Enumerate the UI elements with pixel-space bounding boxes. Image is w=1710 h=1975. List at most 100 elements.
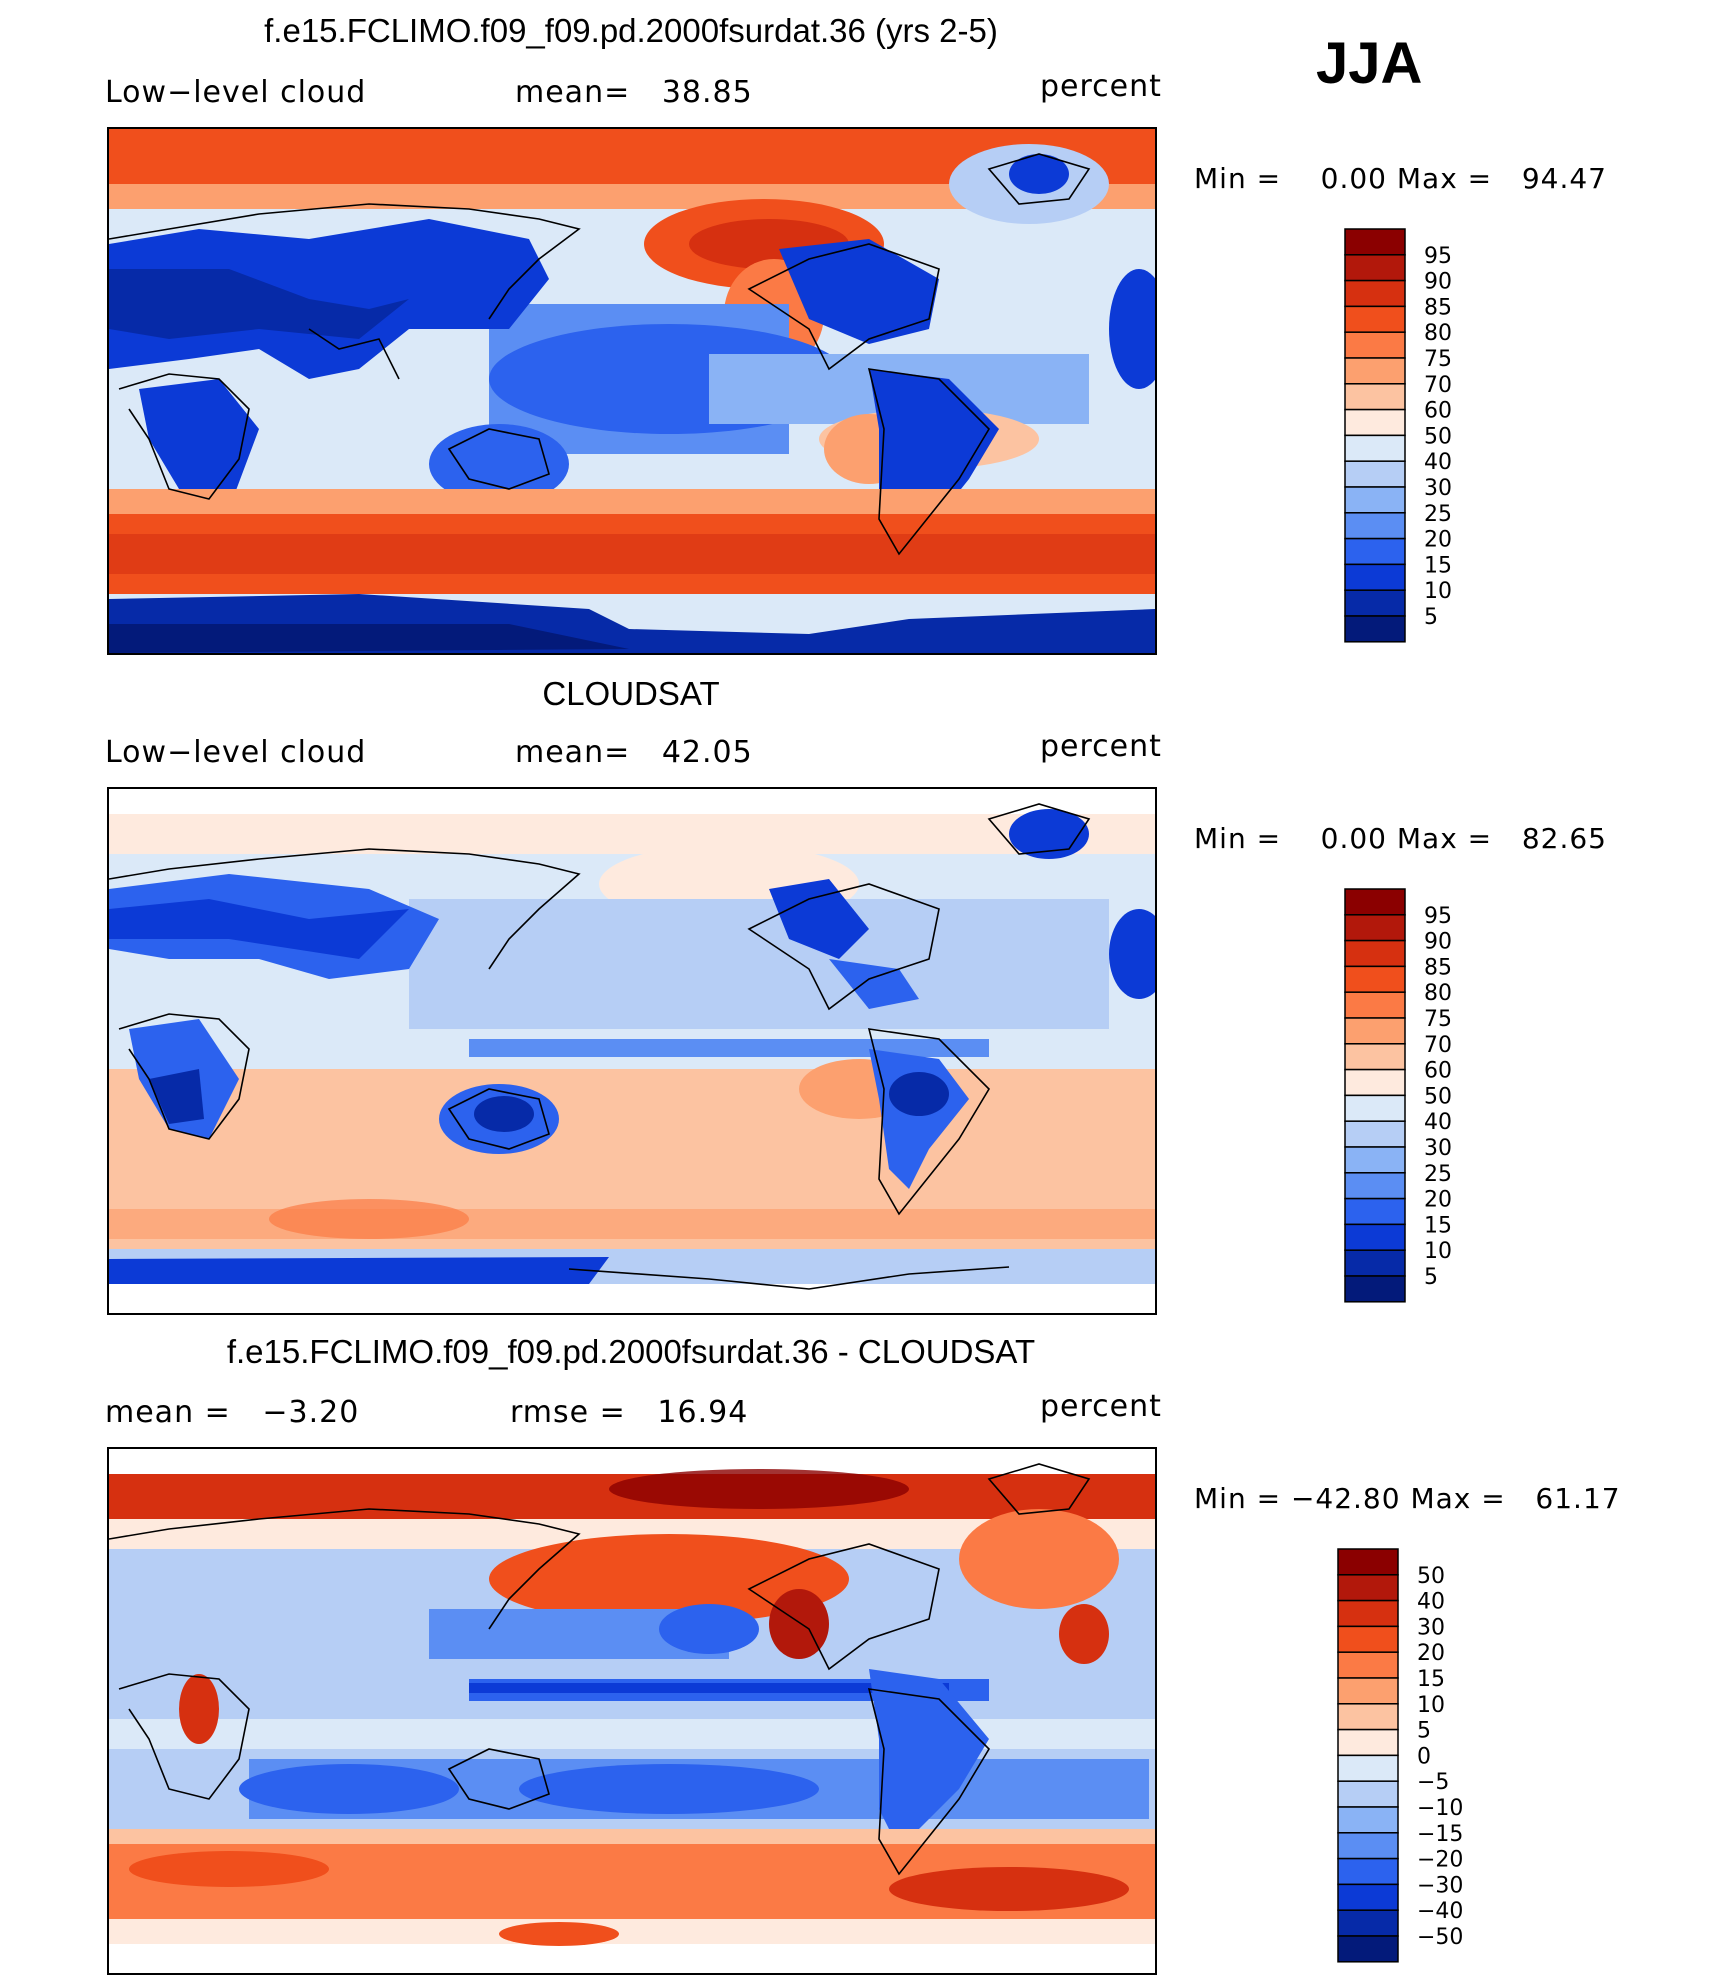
colorbar-swatch xyxy=(1344,305,1406,333)
cloud-region xyxy=(1109,909,1155,999)
cloud-region xyxy=(109,219,549,379)
variable-label-model: Low−level cloud xyxy=(105,75,367,110)
colorbar-tick-label: 10 xyxy=(1424,579,1452,604)
cloud-region xyxy=(129,1851,329,1887)
colorbar-swatch xyxy=(1344,1172,1406,1200)
colorbar-tick-label: −40 xyxy=(1417,1899,1463,1924)
colorbar-swatch xyxy=(1337,1548,1399,1576)
colorbar-tick-label: 70 xyxy=(1424,1033,1452,1058)
colorbar-tick-label: 5 xyxy=(1424,605,1438,630)
colorbar-swatch xyxy=(1337,1780,1399,1808)
colorbar-tick-label: 40 xyxy=(1424,1110,1452,1135)
coastlines xyxy=(109,803,1091,1290)
heatmap-obs xyxy=(107,787,1157,1315)
cloud-region xyxy=(109,1919,1155,1944)
colorbar-swatch xyxy=(1344,512,1406,540)
units-label-model: percent xyxy=(1040,69,1162,104)
colorbar-tick-label: −15 xyxy=(1417,1822,1463,1847)
panel-title-model: f.e15.FCLIMO.f09_f09.pd.2000fsurdat.36 (… xyxy=(264,12,998,49)
colorbar-swatch xyxy=(1344,1120,1406,1148)
colorbar-tick-label: −20 xyxy=(1417,1848,1463,1873)
colorbar-tick-label: 20 xyxy=(1424,528,1452,553)
colorbar-swatch xyxy=(1344,460,1406,488)
colorbar-tick-label: −30 xyxy=(1417,1873,1463,1898)
colorbar-swatch xyxy=(1344,615,1406,643)
colorbar-swatch xyxy=(1344,888,1406,916)
cloud-region xyxy=(959,1509,1119,1609)
mean-label-obs: mean= 42.05 xyxy=(515,735,753,770)
minmax-model: Min = 0.00 Max = 94.47 xyxy=(1194,162,1607,195)
cloud-region xyxy=(469,1039,989,1057)
colorbar-swatch xyxy=(1344,228,1406,256)
colorbar-tick-label: 20 xyxy=(1424,1188,1452,1213)
cloud-region xyxy=(109,534,1155,574)
colorbar-swatch xyxy=(1337,1703,1399,1731)
cloud-region xyxy=(869,1669,989,1849)
colorbar-swatch xyxy=(1344,383,1406,411)
colorbar-tick-label: 50 xyxy=(1417,1564,1445,1589)
cloud-region xyxy=(409,899,1109,1029)
colorbar-diff: 50 40 30 20 15 10 5 0 −5 −10 −15 −20 −30 −40 −50 xyxy=(1337,1548,1507,1965)
colorbar-tick-label: 85 xyxy=(1424,955,1452,980)
colorbar-tick-label: 75 xyxy=(1424,1007,1452,1032)
units-label-obs: percent xyxy=(1040,729,1162,764)
colorbar-tick-label: 15 xyxy=(1424,1213,1452,1238)
cloud-region xyxy=(109,814,1155,854)
colorbar-swatch xyxy=(1344,331,1406,359)
colorbar-swatch xyxy=(1337,1625,1399,1653)
colorbar-tick-label: 5 xyxy=(1424,1265,1438,1290)
colorbar-swatch xyxy=(1337,1574,1399,1602)
colorbar-tick-label: 90 xyxy=(1424,930,1452,955)
colorbar-tick-label: 75 xyxy=(1424,347,1452,372)
colorbar-swatch xyxy=(1344,408,1406,437)
colorbar-obs: 95 90 85 80 75 70 60 50 40 30 25 20 15 10 5 xyxy=(1344,888,1514,1305)
cloud-region xyxy=(1109,269,1155,389)
colorbar-swatch xyxy=(1344,1017,1406,1045)
colorbar-tick-label: 60 xyxy=(1424,399,1452,424)
colorbar-swatch xyxy=(1337,1754,1399,1782)
season-label: JJA xyxy=(1316,31,1423,96)
colorbar-tick-label: 95 xyxy=(1424,904,1452,929)
cloud-region xyxy=(109,489,1155,514)
cloud-region xyxy=(109,624,629,653)
colorbar-tick-label: 85 xyxy=(1424,295,1452,320)
cloud-region xyxy=(109,1257,609,1284)
colorbar-swatch xyxy=(1344,965,1406,993)
heatmap-model xyxy=(107,127,1157,655)
cloud-region xyxy=(769,879,869,959)
mean-label-model: mean= 38.85 xyxy=(515,75,753,110)
colorbar-swatch xyxy=(1344,1068,1406,1097)
colorbar-tick-label: 10 xyxy=(1424,1239,1452,1264)
heatmap-diff xyxy=(107,1447,1157,1975)
coastlines xyxy=(109,153,1091,556)
colorbar-swatch xyxy=(1344,939,1406,968)
colorbar-tick-label: 30 xyxy=(1424,1136,1452,1161)
colorbar-tick-label: 40 xyxy=(1417,1590,1445,1615)
cloud-region xyxy=(889,1072,949,1116)
colorbar-tick-label: 20 xyxy=(1417,1641,1445,1666)
cloud-region xyxy=(829,959,919,1009)
colorbar-tick-label: 80 xyxy=(1424,321,1452,346)
colorbar-swatch xyxy=(1344,434,1406,462)
cloud-region xyxy=(109,1719,1155,1749)
colorbar-swatch xyxy=(1337,1857,1399,1886)
cloud-region xyxy=(239,1764,459,1814)
coastlines xyxy=(109,1463,1091,1876)
colorbar-swatch xyxy=(1344,357,1406,385)
colorbar-swatch xyxy=(1344,1197,1406,1226)
cloud-region xyxy=(109,269,409,339)
colorbar-tick-label: 15 xyxy=(1417,1667,1445,1692)
cloud-region xyxy=(659,1604,759,1654)
cloud-region xyxy=(1059,1604,1109,1664)
mean-label-diff: mean = −3.20 xyxy=(105,1395,360,1430)
colorbar-swatch xyxy=(1344,279,1406,308)
colorbar-tick-label: 40 xyxy=(1424,450,1452,475)
colorbar-swatch xyxy=(1344,537,1406,566)
colorbar-swatch xyxy=(1337,1806,1399,1834)
colorbar-swatch xyxy=(1344,563,1406,591)
colorbar-tick-label: −50 xyxy=(1417,1925,1463,1950)
rmse-label-diff: rmse = 16.94 xyxy=(510,1395,749,1430)
colorbar-tick-label: 30 xyxy=(1424,476,1452,501)
colorbar-tick-label: 60 xyxy=(1424,1059,1452,1084)
